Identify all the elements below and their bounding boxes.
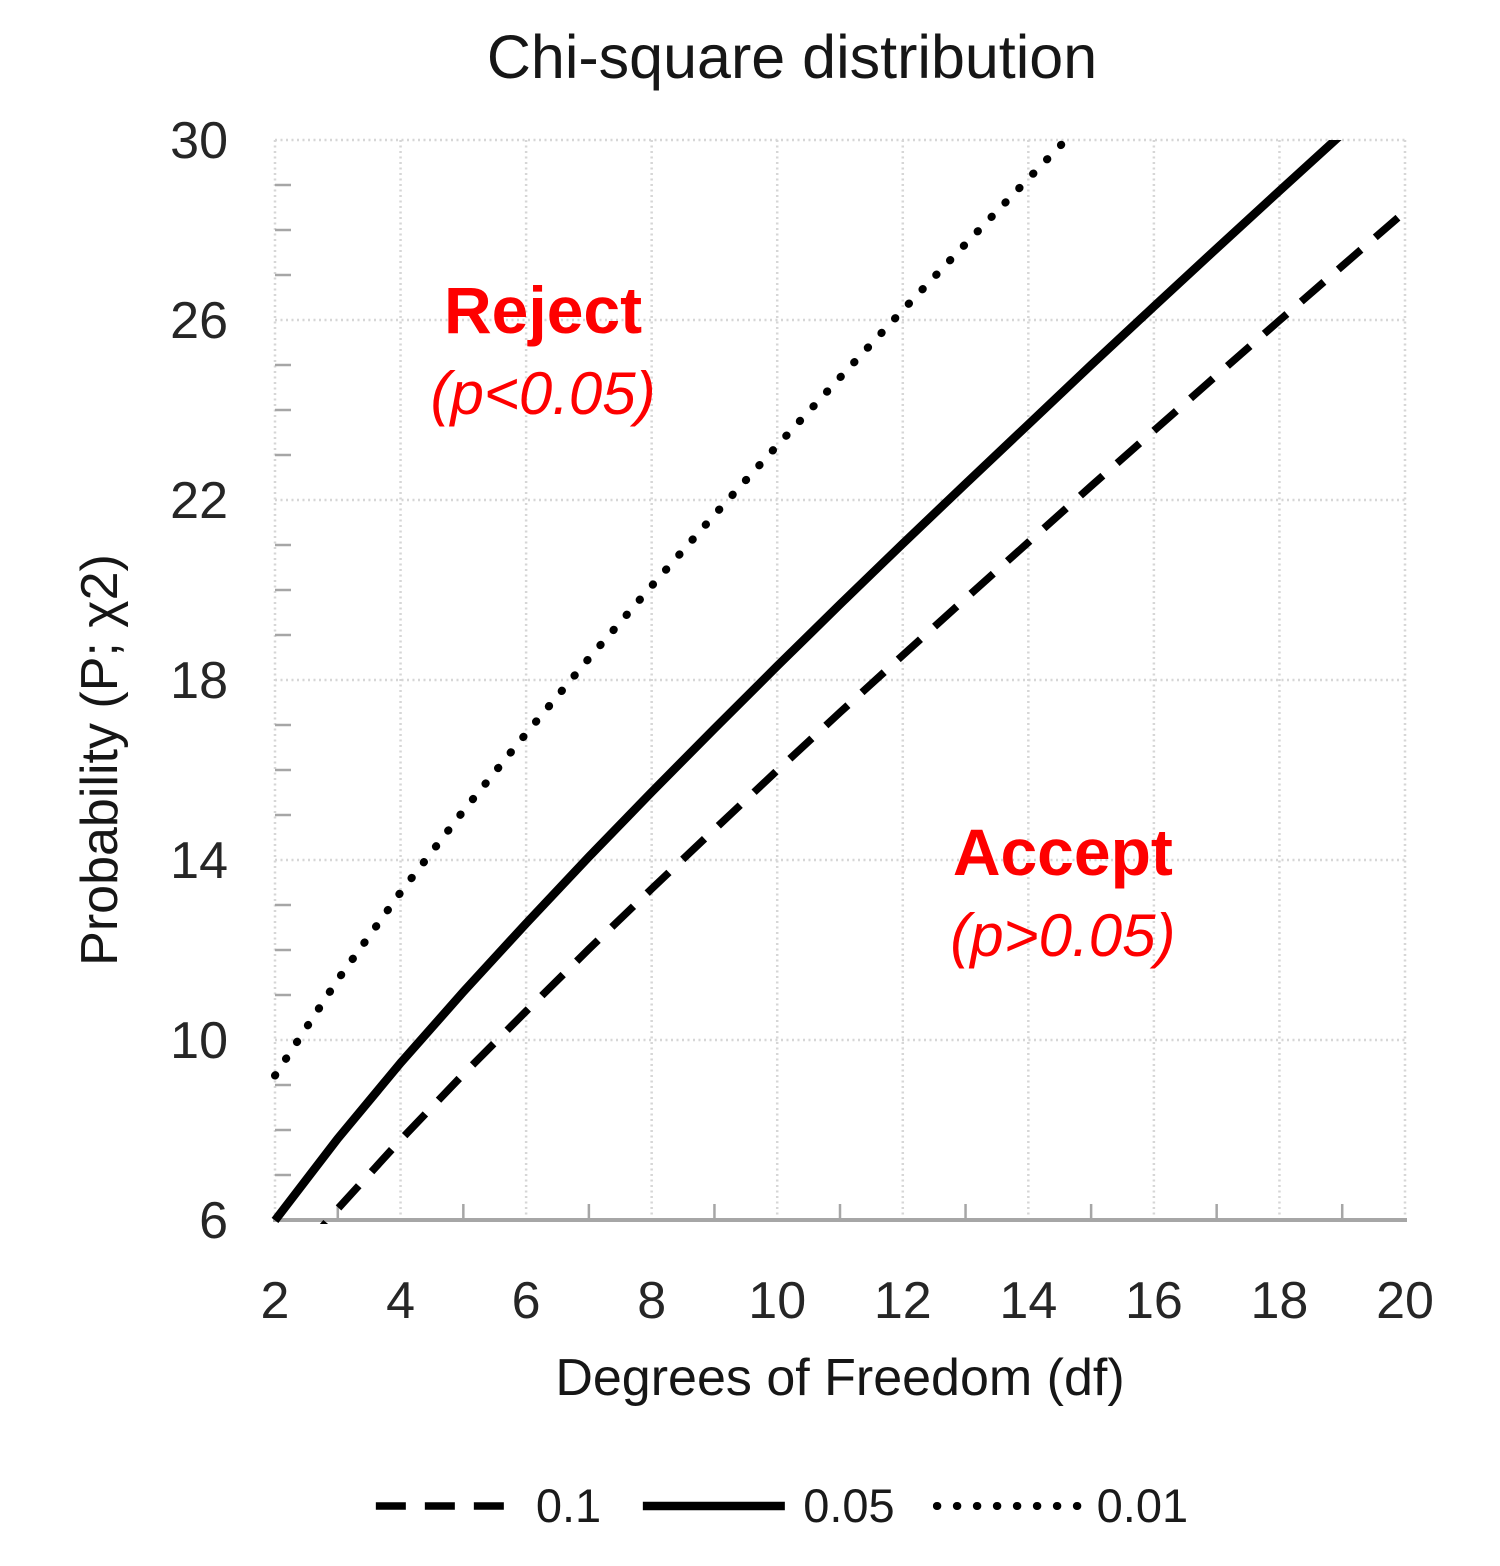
svg-text:8: 8 xyxy=(637,1272,666,1330)
svg-text:30: 30 xyxy=(170,112,228,170)
y-axis-title: Probability (P; χ2) xyxy=(71,554,129,966)
series-line-0.05 xyxy=(271,140,1342,1224)
svg-text:14: 14 xyxy=(170,832,228,890)
annotation-line: (p<0.05) xyxy=(430,359,656,427)
svg-text:14: 14 xyxy=(999,1272,1057,1330)
svg-text:18: 18 xyxy=(170,652,228,710)
svg-text:16: 16 xyxy=(1125,1272,1183,1330)
annotation-reject: Reject (p<0.05) xyxy=(430,268,655,436)
legend-label: 0.1 xyxy=(535,1479,602,1532)
minor-ticks xyxy=(275,183,1344,1220)
legend-line-sample-solid xyxy=(643,1501,786,1510)
annotation-line: (p>0.05) xyxy=(950,901,1176,969)
svg-text:26: 26 xyxy=(170,292,228,350)
legend-line-sample-dotted xyxy=(932,1501,1083,1510)
svg-text:20: 20 xyxy=(1376,1272,1434,1330)
legend-item-0.01: 0.01 xyxy=(932,1478,1189,1533)
legend-label: 0.05 xyxy=(803,1479,895,1532)
svg-text:10: 10 xyxy=(748,1272,806,1330)
x-axis-title: Degrees of Freedom (df) xyxy=(555,1349,1125,1407)
gridlines xyxy=(273,138,1407,1222)
y-tick-labels: 6 10 14 18 22 26 30 xyxy=(170,112,228,1250)
svg-text:4: 4 xyxy=(386,1272,415,1330)
svg-text:22: 22 xyxy=(170,472,228,530)
chart-title: Chi-square distribution xyxy=(486,23,1098,91)
annotation-line: Accept xyxy=(952,814,1173,889)
legend-line-sample-dashed xyxy=(375,1501,518,1510)
svg-text:2: 2 xyxy=(261,1272,290,1330)
legend-item-0.05: 0.05 xyxy=(639,1478,895,1533)
svg-text:6: 6 xyxy=(199,1192,228,1250)
legend-item-0.1: 0.1 xyxy=(372,1478,601,1533)
svg-text:6: 6 xyxy=(512,1272,541,1330)
svg-text:12: 12 xyxy=(874,1272,932,1330)
x-tick-labels: 2 4 6 8 10 12 14 16 18 20 xyxy=(261,1272,1434,1330)
legend-label: 0.01 xyxy=(1096,1479,1189,1532)
legend: 0.1 0.05 0.01 xyxy=(372,1478,1188,1533)
svg-text:18: 18 xyxy=(1251,1272,1309,1330)
series-line-0.01 xyxy=(271,140,1072,1080)
annotation-accept: Accept (p>0.05) xyxy=(950,810,1175,978)
series-line-0.1 xyxy=(319,208,1408,1224)
annotation-line: Reject xyxy=(443,272,643,347)
svg-text:10: 10 xyxy=(170,1012,228,1070)
